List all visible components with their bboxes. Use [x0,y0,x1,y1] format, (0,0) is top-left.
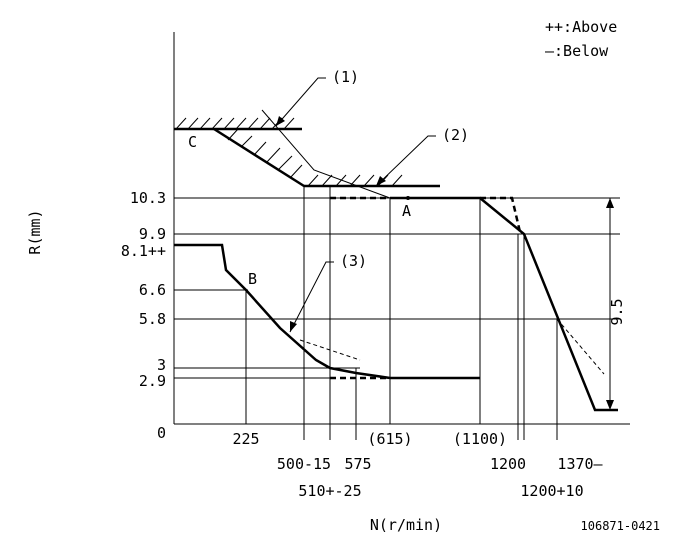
point-a-marker [406,196,410,200]
x-tick-225: 225 [232,430,259,448]
point-a-label: A [402,202,411,220]
x-tick-1200: 1200 [490,455,526,473]
y-tick-6-6: 6.6 [139,281,166,299]
x-tick-615: (615) [367,430,412,448]
document-id: 106871-0421 [581,519,660,533]
x-tick-510: 510+-25 [298,482,361,500]
full-load-sloped-line [261,109,391,199]
legend-above: ++:Above [545,18,617,36]
y-axis-title: R(mm) [26,209,44,254]
point-c-label: C [188,133,197,151]
x-tick-575: 575 [344,455,371,473]
y-tick-8-1: 8.1++ [121,242,166,260]
y-tick-9-9: 9.9 [139,225,166,243]
legend-below: —:Below [545,42,609,60]
upper-below-dash [480,196,522,233]
idle-above-dash [299,339,361,361]
lower-stop-hatch [304,174,440,188]
dimension-value: 9.5 [608,298,626,325]
x-tick-1100: (1100) [453,430,507,448]
y-tick-5-8: 5.8 [139,310,166,328]
callout-2: (2) [442,126,469,144]
dimension-9-5: 9.5 [606,198,626,410]
callout-1: (1) [332,68,359,86]
x-tick-1370: 1370— [557,455,603,473]
x-tick-1200-10: 1200+10 [520,482,583,500]
callout-leaders [275,77,436,333]
upper-above-dash [556,318,605,375]
horizontal-reference-lines [174,197,620,379]
x-tick-500: 500-15 [277,455,331,473]
x-axis-title: N(r/min) [370,516,442,534]
full-load-curve [390,196,618,412]
sloped-stop-hatch [213,127,305,188]
y-tick-3: 3 [157,356,166,374]
point-b-label: B [248,270,257,288]
y-tick-10-3: 10.3 [130,189,166,207]
idle-curve [174,243,480,380]
vertical-reference-lines [245,186,558,440]
origin-label: 0 [157,424,166,442]
callout-3: (3) [340,252,367,270]
y-tick-2-9: 2.9 [139,372,166,390]
